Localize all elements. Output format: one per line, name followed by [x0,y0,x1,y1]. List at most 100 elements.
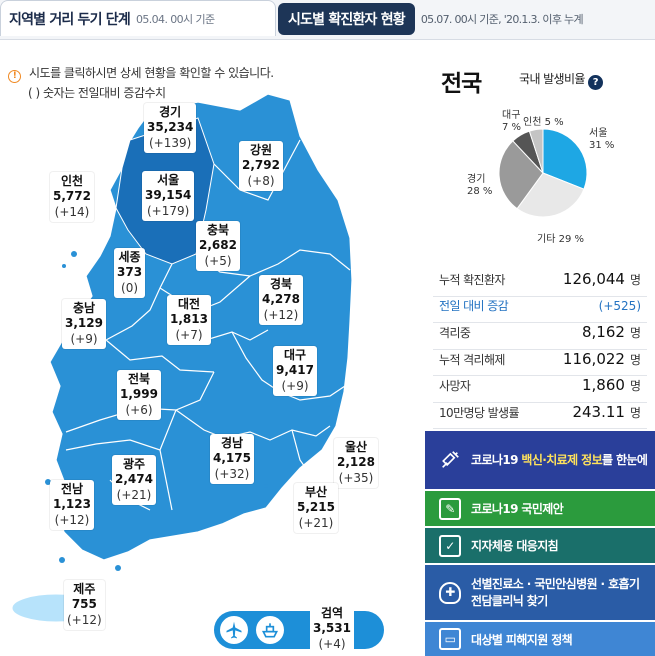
region-value: 4,175 [213,451,251,465]
region-name: 충북 [206,223,230,237]
region-name: 부산 [304,485,328,499]
region-value: 1,999 [120,387,158,401]
region-gyeonggi[interactable]: 경기 35,234 (+139) [144,103,197,153]
public-proposal-label: 코로나19 국민제안 [471,502,564,516]
region-delta: (+12) [54,513,90,527]
region-name: 대구 [283,348,307,362]
region-jeonnam[interactable]: 전남 1,123 (+12) [50,480,94,530]
pie-label-incheon: 인천 5 % [523,117,564,128]
map-notice-delta: ( ) 숫자는 전일대비 증감수치 [28,86,166,100]
region-chungbuk[interactable]: 충북 2,682 (+5) [196,221,240,271]
region-name: 충남 [72,301,96,315]
map-notice: ! 시도를 클릭하시면 상세 현황을 확인할 수 있습니다. [8,64,274,83]
stat-row-isolated: 격리중 8,162 명 [433,323,647,350]
stat-row-released: 누적 격리해제 116,022 명 [433,349,647,376]
tab-confirmed-status[interactable]: 시도별 확진환자 현황 05.07. 00시 기준, '20.1.3. 이후 누… [278,3,655,35]
region-value: 373 [117,265,143,279]
region-daejeon[interactable]: 대전 1,813 (+7) [167,295,211,345]
region-value: 2,474 [115,472,153,486]
region-gyeongbuk[interactable]: 경북 4,278 (+12) [259,275,303,325]
syringe-icon [439,449,461,471]
stat-key: 사망자 [439,379,471,393]
pie-label-other: 기타 29 % [537,234,584,245]
clinic-finder-button[interactable]: ✚ 선별진료소 · 국민안심병원 · 호흡기전담클리닉 찾기 [425,565,655,620]
region-incheon[interactable]: 인천 5,772 (+14) [50,172,94,222]
stat-key: 격리중 [439,326,471,340]
region-name: 제주 [73,582,96,596]
region-value: 3,531 [313,621,351,635]
region-delta: (+35) [338,471,374,485]
region-name: 인천 [60,174,84,188]
region-name: 경북 [269,277,293,291]
region-busan[interactable]: 부산 5,215 (+21) [294,483,338,533]
tab-distancing-level[interactable]: 지역별 거리 두기 단계 05.04. 00시 기준 [0,0,276,36]
pie-label-seoul: 서울 31 % [589,128,615,151]
national-stats-table: 누적 확진환자 126,044 명 전일 대비 증감 (+525) 격리중 8,162 명… [433,270,647,429]
vaccine-info-button[interactable]: 코로나19 백신·치료제 정보를 한눈에 [425,431,655,489]
region-daegu[interactable]: 대구 9,417 (+9) [273,346,317,396]
stat-value: 243.11 명 [572,402,641,421]
national-subtitle: 국내 발생비율? [519,70,603,90]
region-value: 39,154 [145,188,192,202]
info-icon: ! [8,70,21,83]
vaccine-info-label: 코로나19 백신·치료제 정보를 한눈에 [471,452,648,467]
region-delta: (+9) [70,332,98,346]
stat-value: 8,162 명 [582,323,641,341]
region-name: 경기 [159,105,182,119]
tab-distancing-date: 05.04. 00시 기준 [135,12,215,26]
region-sejong[interactable]: 세종 373 (0) [114,248,146,298]
stat-row-cumulative: 누적 확진환자 126,044 명 [433,270,647,297]
region-value: 4,278 [262,292,300,306]
region-jeju[interactable]: 제주 755 (+12) [64,580,105,630]
region-delta: (0) [121,281,139,295]
region-value: 5,772 [53,189,91,203]
region-gwangju[interactable]: 광주 2,474 (+21) [112,455,156,505]
pie-slice-1 [516,172,585,218]
national-panel: 전국 국내 발생비율? 서울 31 % 기타 29 % 경기 28 % 대구 7 % … [425,40,655,656]
region-value: 1,123 [53,497,91,511]
stat-row-daily-change: 전일 대비 증감 (+525) [433,297,647,323]
region-name: 전남 [60,482,84,496]
damage-support-button[interactable]: ▭ 대상별 피해지원 정책 [425,622,655,656]
region-name: 광주 [122,457,146,471]
region-name: 전북 [127,372,151,386]
region-delta: (+139) [148,136,192,150]
region-delta: (+7) [175,328,203,342]
pencil-icon: ✎ [439,497,461,520]
region-gangwon[interactable]: 강원 2,792 (+8) [239,141,283,191]
airplane-icon[interactable] [218,614,250,646]
pie-slice-0 [542,128,588,190]
region-name: 경남 [220,436,244,450]
region-delta: (+21) [116,488,152,502]
map-panel: ! 시도를 클릭하시면 상세 현황을 확인할 수 있습니다. ( ) 숫자는 전일… [0,40,425,656]
tab-distancing-title: 지역별 거리 두기 단계 [9,11,131,28]
region-seoul[interactable]: 서울 39,154 (+179) [142,171,195,221]
public-proposal-button[interactable]: ✎ 코로나19 국민제안 [425,491,655,526]
stat-key: 전일 대비 증감 [439,298,509,313]
occurrence-pie-chart [498,128,588,218]
stat-key: 누적 격리해제 [439,352,505,367]
region-value: 35,234 [147,120,194,134]
stat-value: 1,860 명 [582,376,641,394]
stat-key: 누적 확진환자 [439,273,505,287]
region-gyeongnam[interactable]: 경남 4,175 (+32) [210,434,254,484]
local-guideline-button[interactable]: ✓ 지자체용 대응지침 [425,528,655,563]
help-icon[interactable]: ? [587,75,603,90]
pie-label-daegu: 대구 7 % [502,110,522,133]
stat-value: 116,022 명 [562,349,641,368]
region-value: 2,682 [199,238,237,252]
region-name: 울산 [344,440,368,454]
region-quarantine[interactable]: 검역 3,531 (+4) [310,604,354,654]
damage-support-label: 대상별 피해지원 정책 [471,632,573,647]
ship-icon[interactable] [254,614,286,646]
region-delta: (+179) [146,204,190,218]
tab-confirmed-date: 05.07. 00시 기준, '20.1.3. 이후 누계 [420,13,584,26]
pie-label-gyeonggi: 경기 28 % [467,174,493,197]
region-jeonbuk[interactable]: 전북 1,999 (+6) [117,370,161,420]
document-icon: ▭ [439,628,461,650]
tab-confirmed-title: 시도별 확진환자 현황 [278,3,415,35]
region-ulsan[interactable]: 울산 2,128 (+35) [334,438,378,488]
quarantine-panel[interactable]: 검역 3,531 (+4) [214,604,384,654]
region-delta: (+9) [281,379,309,393]
region-chungnam[interactable]: 충남 3,129 (+9) [62,299,106,349]
